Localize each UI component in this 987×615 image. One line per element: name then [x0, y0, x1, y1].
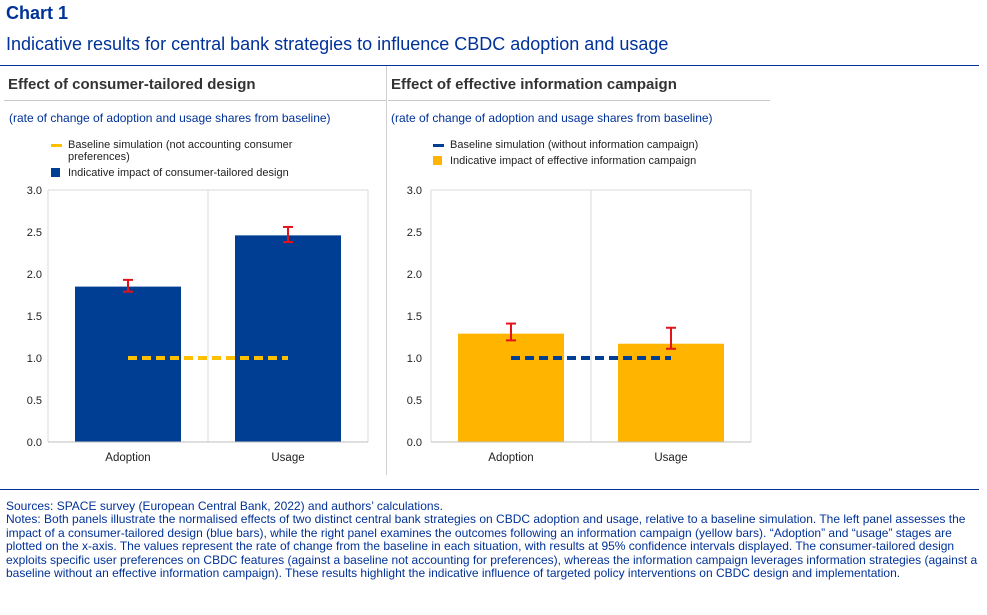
- x-tick-label: Usage: [271, 452, 304, 464]
- y-tick-label: 0.5: [407, 395, 422, 407]
- error-bar: [123, 278, 133, 293]
- y-tick-label: 2.5: [27, 227, 42, 239]
- x-tick-label: Adoption: [105, 452, 150, 464]
- y-tick-label: 1.5: [27, 311, 42, 323]
- top-rule: [0, 65, 979, 66]
- y-tick-label: 3.0: [27, 185, 42, 197]
- bar-adoption: [458, 333, 564, 442]
- y-tick-label: 2.5: [407, 227, 422, 239]
- bar-usage: [235, 235, 341, 442]
- notes-text: Notes: Both panels illustrate the normal…: [6, 512, 978, 581]
- y-tick-label: 2.0: [27, 269, 42, 281]
- legend-item-campaign: Indicative impact of effective informati…: [431, 155, 750, 167]
- legend-item-baseline-campaign: Baseline simulation (without information…: [431, 139, 750, 151]
- left-panel-rule: [4, 100, 386, 101]
- left-legend: Baseline simulation (not accounting cons…: [49, 139, 338, 183]
- x-tick-label: Usage: [654, 452, 687, 464]
- y-tick-label: 1.0: [407, 353, 422, 365]
- bar-adoption: [75, 286, 181, 442]
- bottom-rule: [0, 489, 979, 490]
- error-bar: [666, 326, 676, 350]
- legend-label-baseline-campaign: Baseline simulation (without information…: [450, 139, 699, 151]
- footnotes: Sources: SPACE survey (European Central …: [6, 499, 978, 581]
- y-tick-label: 0.0: [27, 437, 42, 449]
- legend-label-campaign: Indicative impact of effective informati…: [450, 155, 697, 167]
- error-bar: [283, 225, 293, 244]
- legend-label-impact: Indicative impact of consumer-tailored d…: [68, 167, 289, 179]
- bar-usage: [618, 343, 724, 442]
- legend-label-baseline: Baseline simulation (not accounting cons…: [68, 139, 293, 163]
- y-tick-label: 0.0: [407, 437, 422, 449]
- legend-item-impact: Indicative impact of consumer-tailored d…: [49, 167, 338, 179]
- y-tick-label: 2.0: [407, 269, 422, 281]
- legend-swatch-baseline-campaign: [433, 144, 444, 147]
- right-panel-title: Effect of effective information campaign: [391, 76, 677, 93]
- panel-divider: [386, 66, 387, 475]
- right-panel-subtitle: (rate of change of adoption and usage sh…: [391, 111, 713, 125]
- x-tick-label: Adoption: [488, 452, 533, 464]
- left-panel-subtitle: (rate of change of adoption and usage sh…: [9, 111, 331, 125]
- chart-panel-1: 0.0 0.5 1.0 1.5 2.0 2.5 3.0 Adoption Usage: [27, 185, 369, 464]
- right-panel-rule: [388, 100, 770, 101]
- legend-swatch-baseline: [51, 144, 62, 147]
- error-bar: [506, 322, 516, 342]
- left-panel-title: Effect of consumer-tailored design: [8, 76, 256, 93]
- sources-note: Sources: SPACE survey (European Central …: [6, 499, 443, 513]
- y-tick-label: 1.5: [407, 311, 422, 323]
- legend-swatch-campaign: [433, 156, 442, 165]
- legend-item-baseline: Baseline simulation (not accounting cons…: [49, 139, 338, 163]
- right-legend: Baseline simulation (without information…: [431, 139, 750, 171]
- legend-swatch-impact: [51, 168, 60, 177]
- chart-panel-2: 0.0 0.5 1.0 1.5 2.0 2.5 3.0 Adoption Usage: [407, 185, 752, 464]
- y-tick-label: 3.0: [407, 185, 422, 197]
- chart-title: Indicative results for central bank stra…: [6, 34, 669, 54]
- y-tick-label: 0.5: [27, 395, 42, 407]
- chart-label: Chart 1: [6, 3, 69, 23]
- y-tick-label: 1.0: [27, 353, 42, 365]
